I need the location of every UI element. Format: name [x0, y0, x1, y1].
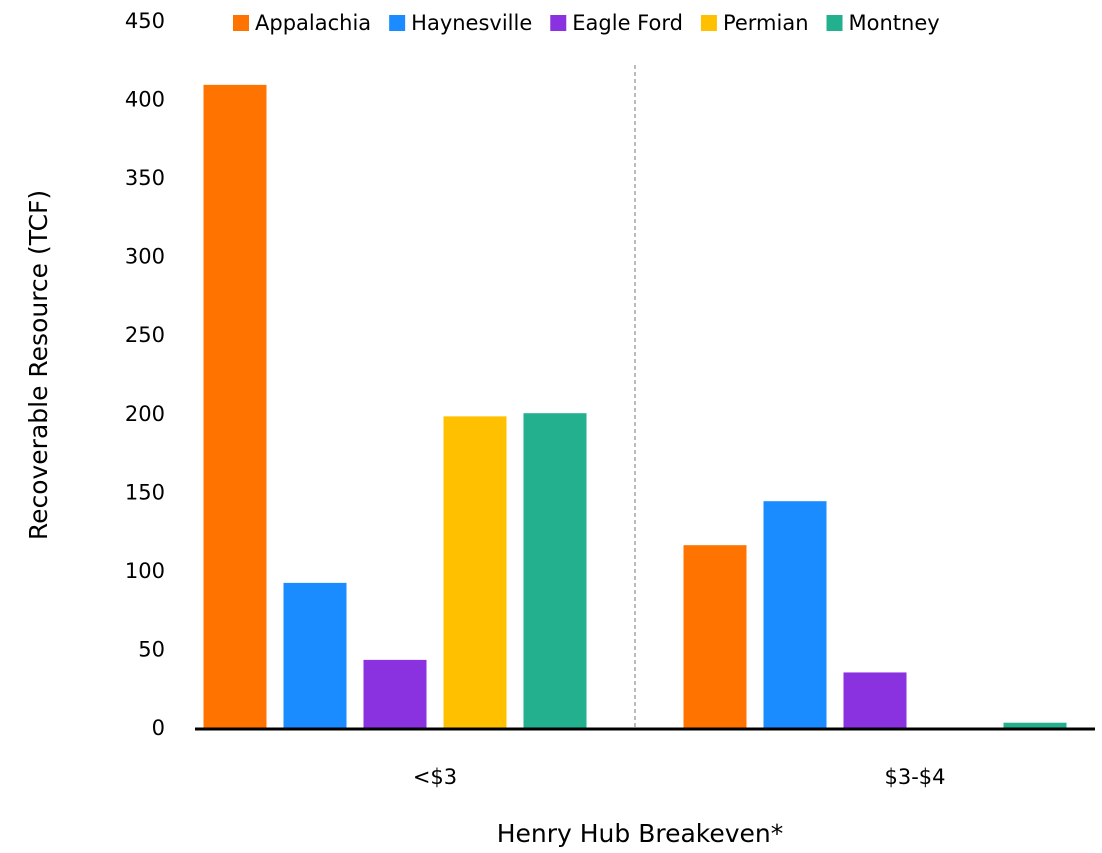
y-tick-label: 200 — [125, 402, 165, 426]
y-tick-label: 0 — [152, 716, 165, 740]
legend-label: Haynesville — [411, 11, 532, 35]
bar — [843, 672, 907, 729]
y-tick-label: 250 — [125, 323, 165, 347]
legend-label: Permian — [723, 11, 809, 35]
bar — [1003, 722, 1067, 729]
x-tick-label: $3-$4 — [884, 765, 945, 789]
legend-label: Appalachia — [255, 11, 371, 35]
y-tick-label: 150 — [125, 480, 165, 504]
x-tick-label: <$3 — [413, 765, 457, 789]
y-tick-label: 50 — [138, 637, 165, 661]
bar — [363, 659, 427, 729]
y-tick-label: 450 — [125, 9, 165, 33]
legend-label: Eagle Ford — [572, 11, 683, 35]
legend-swatch — [550, 15, 567, 31]
legend-swatch — [826, 15, 843, 31]
y-axis-title: Recoverable Resource (TCF) — [24, 190, 53, 540]
bar — [283, 582, 347, 729]
bar — [203, 84, 267, 730]
y-tick-label: 100 — [125, 559, 165, 583]
bar — [763, 501, 827, 729]
x-axis-title: Henry Hub Breakeven* — [497, 819, 784, 848]
legend-label: Montney — [849, 11, 940, 35]
legend-swatch — [389, 15, 406, 31]
legend-swatch — [233, 15, 249, 31]
y-tick-label: 300 — [125, 245, 165, 269]
bar — [683, 545, 747, 729]
legend-swatch — [700, 15, 717, 31]
bar — [443, 416, 507, 729]
y-tick-label: 400 — [125, 88, 165, 112]
bar — [523, 413, 587, 729]
y-tick-label: 350 — [125, 166, 165, 190]
